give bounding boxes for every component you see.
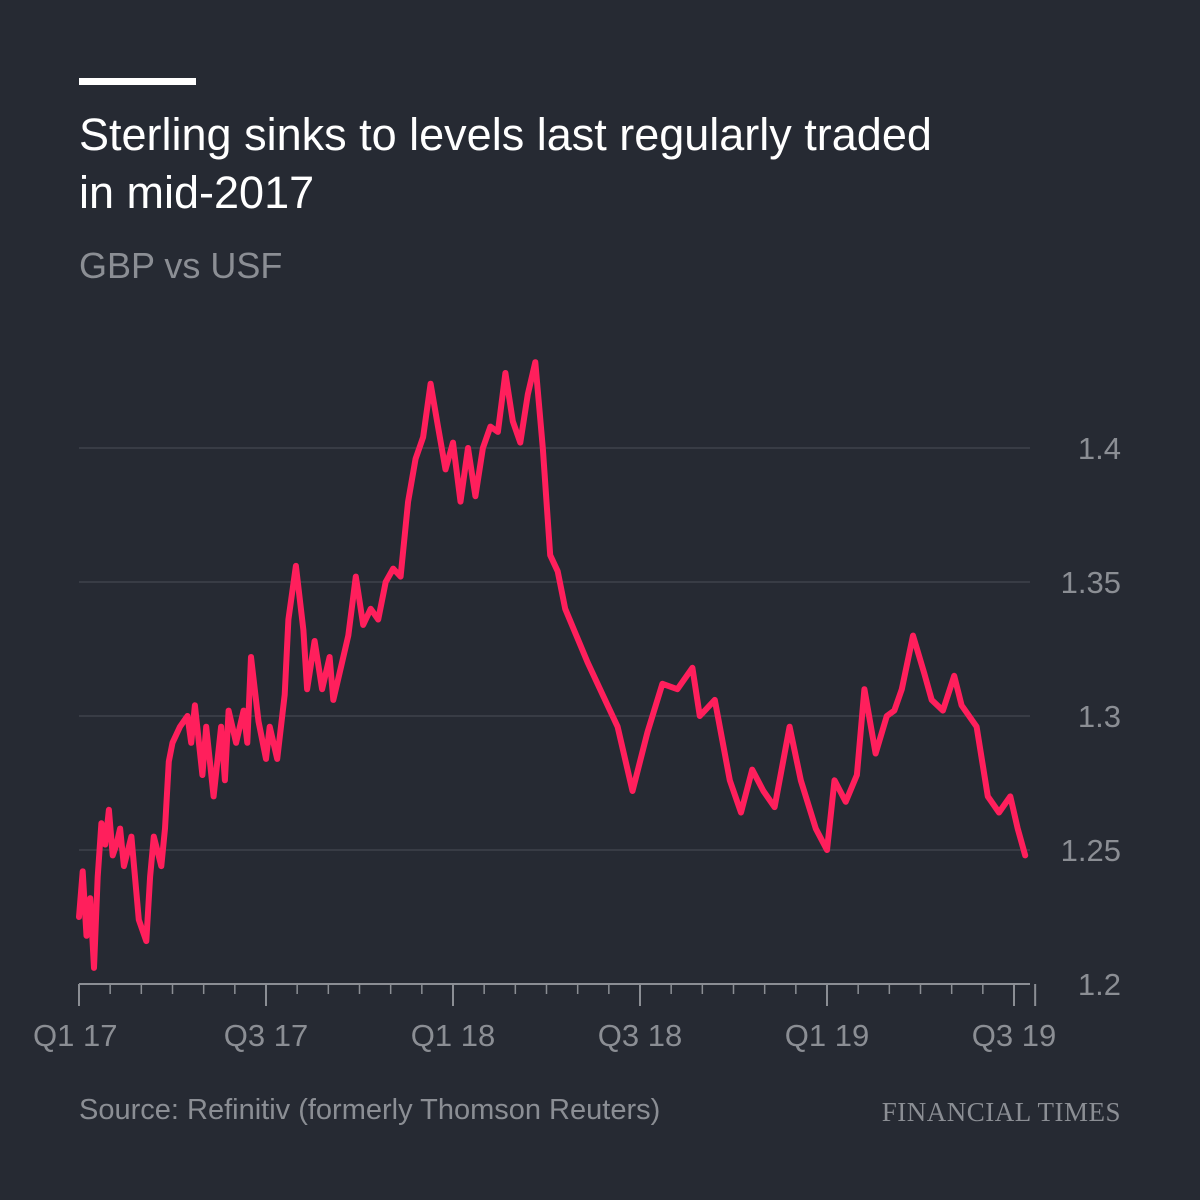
x-tick-label: Q3 19: [972, 1018, 1056, 1053]
y-tick-label: 1.25: [1061, 833, 1121, 868]
y-tick-label: 1.35: [1061, 565, 1121, 600]
x-tick-label: Q1 18: [411, 1018, 495, 1053]
brand-logo: FINANCIAL TIMES: [881, 1097, 1121, 1127]
chart-title: Sterling sinks to levels last regularly …: [79, 109, 932, 218]
x-axis: Q1 17 Q3 17 Q1 18 Q3 18 Q1 19 Q3 19: [33, 984, 1056, 1053]
chart-subtitle: GBP vs USF: [79, 245, 283, 286]
y-tick-label: 1.4: [1078, 431, 1121, 466]
title-rule: [79, 78, 196, 85]
series-line: [76, 359, 1029, 971]
source-note: Source: Refinitiv (formerly Thomson Reut…: [79, 1094, 661, 1126]
x-tick-label: Q3 17: [224, 1018, 308, 1053]
x-tick-label: Q1 19: [785, 1018, 869, 1053]
series-layer: [76, 359, 1029, 971]
y-tick-label: 1.3: [1078, 699, 1121, 734]
x-tick-label: Q3 18: [598, 1018, 682, 1053]
x-tick-label: Q1 17: [33, 1018, 117, 1053]
grid: 1.2 1.25 1.3 1.35 1.4: [79, 431, 1121, 1002]
y-tick-label: 1.2: [1078, 967, 1121, 1002]
